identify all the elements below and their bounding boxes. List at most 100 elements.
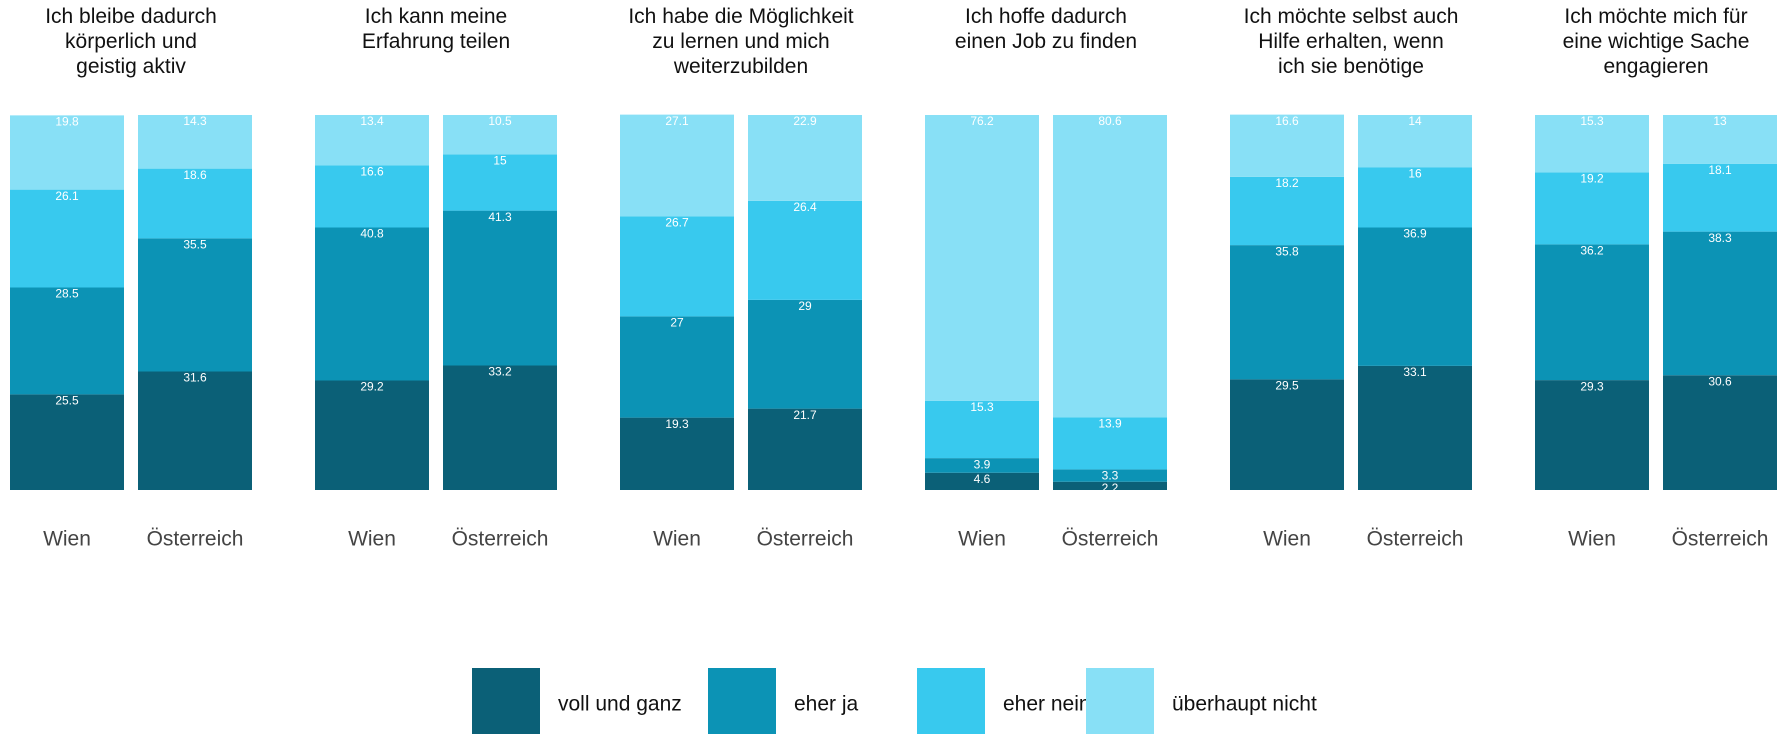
data-label: 18.6	[183, 168, 207, 182]
data-label: 21.7	[793, 408, 817, 422]
data-label: 29.5	[1275, 379, 1299, 393]
data-label: 19.3	[665, 417, 689, 431]
bar-segment	[748, 115, 862, 201]
bar-segment	[620, 417, 734, 490]
data-label: 31.6	[183, 371, 207, 385]
x-tick-label: Wien	[958, 528, 1006, 551]
data-label: 18.1	[1708, 163, 1732, 177]
data-label: 22.9	[793, 114, 817, 128]
legend-label: überhaupt nicht	[1172, 693, 1317, 716]
data-label: 29	[798, 299, 812, 313]
bar-segment	[620, 114, 734, 217]
data-label: 13.9	[1098, 416, 1122, 430]
bar-segment	[1230, 245, 1344, 380]
data-label: 30.6	[1708, 374, 1732, 388]
x-tick-label: Wien	[348, 528, 396, 551]
x-tick-label: Wien	[653, 528, 701, 551]
data-label: 76.2	[970, 114, 994, 128]
data-label: 41.3	[488, 210, 512, 224]
bar-segment	[925, 115, 1039, 401]
bar-segment	[138, 115, 252, 169]
bar-segment	[1230, 379, 1344, 490]
bar-segment	[925, 400, 1039, 459]
bar-segment	[443, 115, 557, 155]
data-label: 26.1	[55, 189, 79, 203]
bar-segment	[925, 472, 1039, 490]
bar-segment	[10, 115, 124, 190]
data-label: 13.4	[360, 114, 384, 128]
data-label: 19.8	[55, 115, 79, 129]
bar-segment	[620, 316, 734, 418]
legend-label: voll und ganz	[558, 693, 682, 716]
bar-segment	[1230, 114, 1344, 177]
facet-title: Ich kann meine Erfahrung teilen	[361, 5, 511, 53]
bar-segment	[1535, 244, 1649, 381]
bar-segment	[1663, 231, 1777, 376]
data-label: 35.5	[183, 238, 207, 252]
bar-segment	[138, 371, 252, 490]
facet-title: Ich bleibe dadurch körperlich und geisti…	[45, 5, 217, 78]
bar-segment	[1663, 115, 1777, 164]
bar-segment	[315, 380, 429, 490]
bar-segment	[1535, 380, 1649, 490]
bar-segment	[1663, 163, 1777, 232]
data-label: 29.3	[1580, 379, 1604, 393]
bar-segment	[1053, 481, 1167, 490]
facet-title: Ich hoffe dadurch einen Job zu finden	[954, 5, 1138, 53]
bar-segment	[748, 408, 862, 490]
bar-segment	[138, 168, 252, 239]
data-label: 29.2	[360, 380, 384, 394]
data-label: 15.3	[970, 400, 994, 414]
data-label: 15.3	[1580, 114, 1604, 128]
data-label: 36.9	[1403, 227, 1427, 241]
bar-segment	[315, 115, 429, 166]
x-tick-label: Wien	[1568, 528, 1616, 551]
data-label: 16.6	[360, 164, 384, 178]
data-label: 16.6	[1275, 114, 1299, 128]
data-label: 4.6	[974, 472, 991, 486]
bar-segment	[1053, 115, 1167, 418]
data-label: 33.2	[488, 365, 512, 379]
bar-segment	[138, 238, 252, 372]
bar-segment	[10, 287, 124, 395]
facet-title: Ich möchte selbst auch Hilfe erhalten, w…	[1243, 5, 1459, 78]
bar-segment	[748, 299, 862, 409]
bar-segment	[443, 365, 557, 490]
data-label: 27	[670, 316, 684, 330]
data-label: 40.8	[360, 227, 384, 241]
data-label: 16	[1408, 167, 1422, 181]
x-tick-label: Österreich	[147, 528, 244, 551]
data-label: 14	[1408, 114, 1422, 128]
bar-segment	[1230, 176, 1344, 246]
data-label: 80.6	[1098, 114, 1122, 128]
data-label: 15	[493, 154, 507, 168]
data-label: 26.7	[665, 215, 689, 229]
bar-segment	[315, 165, 429, 228]
facet-title: Ich möchte mich für eine wichtige Sache …	[1562, 5, 1750, 78]
data-label: 33.1	[1403, 365, 1427, 379]
data-label: 38.3	[1708, 231, 1732, 245]
x-tick-label: Österreich	[1062, 528, 1159, 551]
bar-segment	[10, 394, 124, 490]
data-label: 13	[1713, 114, 1727, 128]
data-label: 35.8	[1275, 244, 1299, 258]
bar-segment	[1358, 167, 1472, 228]
bar-segment	[10, 189, 124, 288]
x-tick-label: Österreich	[757, 528, 854, 551]
data-label: 19.2	[1580, 172, 1604, 186]
legend-label: eher nein	[1003, 693, 1091, 716]
data-label: 3.3	[1102, 469, 1119, 483]
legend-label: eher ja	[794, 693, 859, 716]
x-tick-label: Österreich	[452, 528, 549, 551]
bar-segment	[1663, 375, 1777, 490]
data-label: 3.9	[974, 457, 991, 471]
data-label: 2.2	[1102, 481, 1119, 495]
data-label: 27.1	[665, 114, 689, 128]
bar-segment	[315, 227, 429, 381]
bar-segment	[1535, 172, 1649, 245]
bar-segment	[1053, 417, 1167, 470]
data-label: 14.3	[183, 114, 207, 128]
bar-segment	[443, 154, 557, 211]
